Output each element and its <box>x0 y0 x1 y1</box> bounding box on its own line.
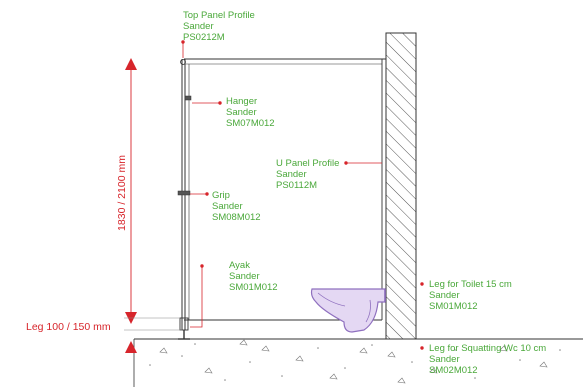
toilet-illustration <box>310 288 386 333</box>
callout-ayak: Ayak Sander SM01M012 <box>229 260 278 293</box>
grip-hardware <box>177 190 191 196</box>
callout-u-panel-profile: U Panel Profile Sander PS0112M <box>276 158 342 191</box>
callout-hanger: Hanger Sander SM07M012 <box>226 96 275 129</box>
callout-leg-for-toilet: Leg for Toilet 15 cm Sander SM01M012 <box>429 279 514 312</box>
leg-ayak <box>178 317 190 340</box>
callout-grip: Grip Sander SM08M012 <box>212 190 261 223</box>
height-dimension <box>124 58 180 324</box>
leg-dimension <box>124 329 182 353</box>
callout-leg-for-squatting-wc: Leg for Squatting Wc 10 cm Sander SM02M0… <box>429 343 549 376</box>
callout-top-panel-profile: Top Panel Profile Sander PS0212M <box>183 10 257 43</box>
floor-slab <box>133 338 583 387</box>
leg-dimension-label: Leg 100 / 150 mm <box>26 321 111 333</box>
hatched-wall <box>385 32 417 340</box>
leader-lines <box>181 40 424 350</box>
height-dimension-label: 1830 / 2100 mm <box>116 155 128 231</box>
hanger-hardware <box>184 95 192 101</box>
